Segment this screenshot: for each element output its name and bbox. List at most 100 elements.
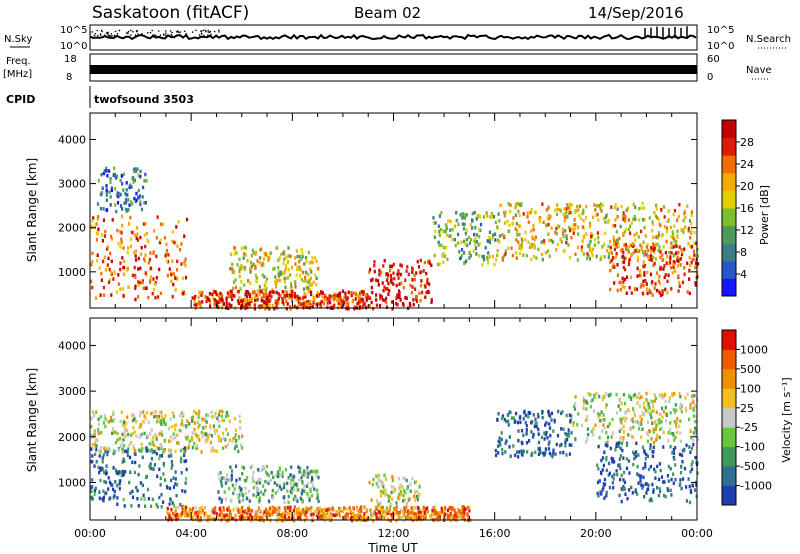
colorbar-tick-label: 1000 — [740, 343, 768, 356]
heatmap-cell — [680, 228, 683, 232]
heatmap-cell — [620, 417, 623, 422]
heatmap-cell — [674, 446, 677, 450]
heatmap-cell — [94, 486, 97, 491]
heatmap-cell — [647, 256, 650, 260]
heatmap-cell — [122, 172, 125, 176]
heatmap-cell — [679, 482, 682, 486]
heatmap-cell — [264, 305, 267, 310]
heatmap-cell — [230, 252, 233, 257]
heatmap-cell — [258, 498, 261, 502]
heatmap-cell — [281, 474, 284, 479]
heatmap-cell — [144, 221, 148, 226]
heatmap-cell — [141, 455, 144, 460]
heatmap-cell — [228, 304, 231, 309]
heatmap-cell — [414, 512, 417, 516]
heatmap-cell — [220, 500, 223, 504]
heatmap-cell — [188, 422, 191, 426]
heatmap-cell — [674, 435, 677, 440]
heatmap-cell — [615, 242, 618, 246]
heatmap-cell — [349, 291, 352, 295]
heatmap-cell — [111, 419, 114, 423]
heatmap-cell — [362, 290, 365, 294]
heatmap-cell — [606, 440, 609, 445]
heatmap-cell — [620, 401, 623, 406]
heatmap-cell — [184, 510, 187, 514]
heatmap-cell — [664, 251, 667, 255]
heatmap-cell — [408, 511, 411, 516]
heatmap-cell — [136, 232, 139, 236]
nsky-point — [89, 31, 91, 33]
heatmap-cell — [135, 236, 138, 240]
heatmap-cell — [623, 267, 627, 272]
heatmap-cell — [268, 506, 272, 510]
heatmap-cell — [308, 507, 312, 511]
heatmap-cell — [195, 444, 198, 448]
velocity-heatmap — [90, 391, 699, 523]
heatmap-cell — [151, 497, 154, 502]
heatmap-cell — [599, 490, 602, 494]
heatmap-cell — [381, 482, 384, 486]
heatmap-cell — [260, 515, 263, 520]
heatmap-cell — [482, 215, 485, 219]
heatmap-cell — [442, 251, 445, 256]
heatmap-cell — [591, 398, 594, 402]
heatmap-cell — [143, 179, 146, 183]
heatmap-cell — [340, 300, 343, 304]
heatmap-cell — [225, 297, 228, 301]
heatmap-cell — [614, 203, 617, 207]
heatmap-cell — [547, 222, 550, 227]
heatmap-cell — [684, 215, 687, 220]
heatmap-cell — [501, 256, 504, 260]
heatmap-cell — [188, 514, 191, 518]
heatmap-cell — [650, 409, 653, 414]
heatmap-cell — [96, 253, 99, 257]
heatmap-cell — [505, 439, 508, 443]
heatmap-cell — [642, 283, 645, 288]
nsky-point — [125, 32, 128, 34]
heatmap-cell — [571, 420, 574, 425]
heatmap-cell — [114, 440, 117, 445]
heatmap-cell — [391, 264, 394, 269]
heatmap-cell — [419, 270, 422, 275]
heatmap-cell — [308, 498, 311, 503]
heatmap-cell — [695, 414, 698, 419]
heatmap-cell — [318, 292, 321, 297]
heatmap-cell — [91, 285, 94, 290]
heatmap-cell — [209, 426, 212, 430]
heatmap-cell — [463, 213, 466, 217]
heatmap-cell — [138, 194, 142, 198]
heatmap-cell — [133, 178, 136, 183]
heatmap-cell — [603, 426, 606, 430]
heatmap-cell — [509, 454, 512, 458]
heatmap-cell — [343, 506, 346, 510]
heatmap-cell — [194, 305, 198, 309]
heatmap-cell — [102, 470, 106, 475]
heatmap-cell — [418, 485, 421, 489]
heatmap-cell — [290, 265, 293, 270]
heatmap-cell — [289, 509, 292, 513]
heatmap-cell — [148, 257, 152, 262]
heatmap-cell — [321, 508, 324, 512]
heatmap-cell — [652, 427, 655, 432]
heatmap-cell — [570, 235, 573, 240]
heatmap-cell — [350, 293, 353, 298]
heatmap-cell — [137, 283, 140, 288]
heatmap-cell — [248, 302, 251, 306]
heatmap-cell — [90, 262, 93, 267]
heatmap-cell — [543, 452, 546, 456]
heatmap-cell — [557, 409, 560, 414]
heatmap-cell — [356, 507, 359, 512]
freq-band — [90, 65, 697, 74]
heatmap-cell — [306, 475, 310, 479]
heatmap-cell — [233, 270, 236, 274]
heatmap-cell — [596, 204, 599, 208]
heatmap-cell — [662, 267, 665, 271]
heatmap-cell — [630, 252, 634, 256]
heatmap-cell — [162, 472, 165, 476]
heatmap-cell — [638, 249, 641, 253]
heatmap-cell — [133, 417, 136, 421]
heatmap-cell — [136, 167, 139, 171]
heatmap-cell — [615, 444, 618, 448]
heatmap-cell — [199, 511, 202, 515]
heatmap-cell — [229, 465, 232, 469]
